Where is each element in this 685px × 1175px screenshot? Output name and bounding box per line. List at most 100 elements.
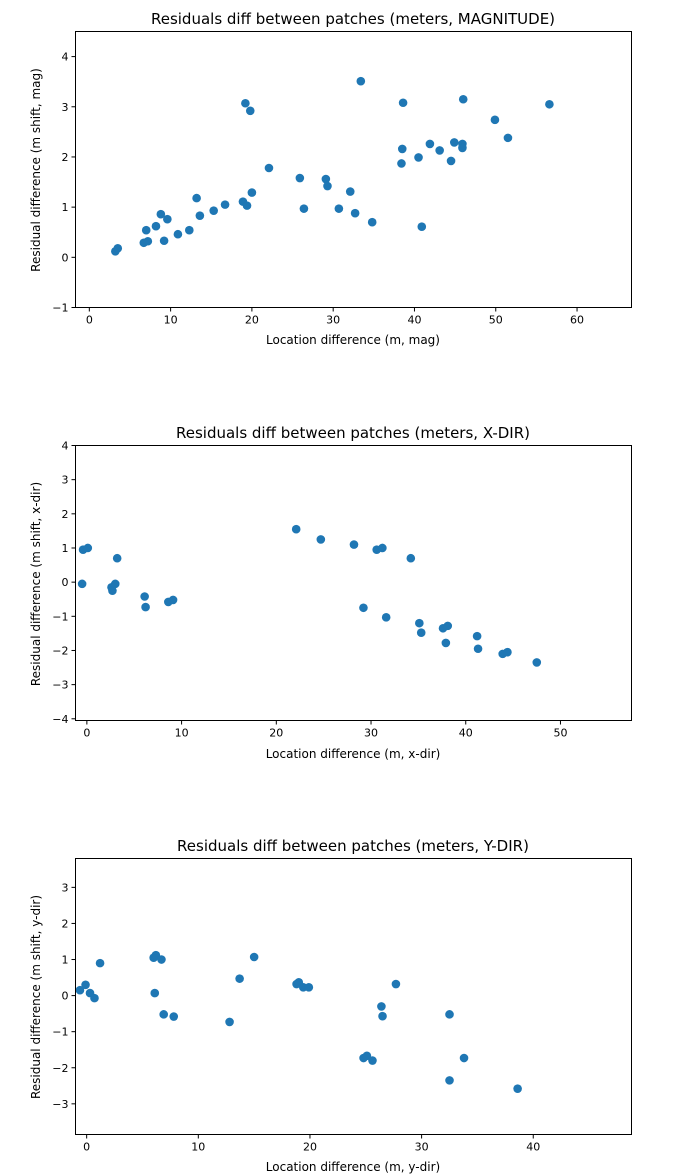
data-point	[157, 955, 166, 964]
chart-y-dir: Residuals diff between patches (meters, …	[29, 837, 632, 1174]
data-point	[513, 1084, 522, 1093]
x-tick-label: 20	[269, 727, 283, 740]
y-tick-label: 0	[62, 251, 69, 264]
data-point	[159, 1010, 169, 1019]
data-point	[112, 553, 122, 563]
x-tick-label: 30	[415, 1141, 429, 1154]
axis-ticks: 0 10 20 30 40 50 −4 −3 −2 −1 0 1 2 3 4	[52, 440, 567, 740]
y-tick-label: −2	[52, 1062, 68, 1075]
data-point	[458, 143, 467, 153]
data-point	[81, 980, 90, 990]
data-point	[446, 156, 456, 166]
data-point	[304, 983, 314, 992]
data-point	[417, 222, 427, 232]
data-point	[247, 188, 257, 197]
x-tick-label: 0	[86, 314, 93, 327]
data-point	[545, 99, 554, 109]
x-axis-label: Location difference (m, mag)	[266, 333, 440, 347]
data-point	[368, 1056, 377, 1065]
data-point	[141, 602, 150, 612]
data-point	[173, 229, 183, 239]
data-point	[245, 106, 255, 116]
axis-ticks: 0 10 20 30 40 −3 −2 −1 0 1 2 3	[52, 881, 540, 1153]
data-point	[406, 553, 416, 563]
y-tick-label: 3	[62, 474, 69, 487]
data-point	[316, 535, 326, 544]
x-tick-label: 30	[364, 727, 378, 740]
data-point	[321, 174, 331, 184]
data-point	[195, 211, 205, 220]
y-tick-label: 4	[62, 440, 69, 453]
x-tick-label: 40	[459, 727, 473, 740]
data-points	[75, 950, 522, 1093]
y-axis-label: Residual difference (m shift, x-dir)	[29, 482, 43, 686]
y-tick-label: 0	[62, 990, 69, 1003]
y-tick-label: 3	[62, 881, 69, 894]
x-axis-label: Location difference (m, y-dir)	[266, 1160, 440, 1174]
y-tick-label: 2	[62, 508, 69, 521]
x-tick-label: 40	[526, 1141, 540, 1154]
data-point	[443, 621, 453, 631]
y-axis-label: Residual difference (m shift, y-dir)	[29, 895, 43, 1099]
plot-frame	[75, 31, 632, 308]
data-point	[159, 236, 169, 246]
x-tick-label: 20	[303, 1141, 317, 1154]
data-point	[323, 181, 332, 191]
data-point	[151, 221, 161, 231]
x-tick-label: 50	[553, 727, 567, 740]
y-tick-label: −2	[52, 644, 68, 657]
data-point	[141, 225, 151, 235]
data-point	[415, 618, 424, 628]
data-point	[295, 173, 305, 183]
x-tick-label: 60	[570, 314, 584, 327]
y-tick-label: 1	[62, 201, 69, 214]
x-tick-label: 50	[489, 314, 503, 327]
chart-x-dir: Residuals diff between patches (meters, …	[29, 424, 632, 761]
x-tick-label: 0	[83, 1141, 90, 1154]
data-point	[377, 1002, 386, 1011]
chart-title: Residuals diff between patches (meters, …	[151, 10, 555, 28]
x-tick-label: 0	[83, 727, 90, 740]
data-point	[425, 139, 435, 149]
data-point	[241, 98, 250, 108]
data-point	[77, 579, 87, 589]
data-point	[242, 201, 252, 210]
data-point	[414, 153, 423, 162]
x-tick-label: 20	[245, 314, 259, 327]
data-point	[291, 524, 301, 534]
data-points	[111, 76, 554, 256]
chart-magnitude: Residuals diff between patches (meters, …	[29, 10, 632, 347]
data-point	[445, 1076, 454, 1085]
data-points	[77, 524, 542, 667]
y-tick-label: 2	[62, 151, 69, 164]
data-point	[143, 236, 153, 246]
data-point	[459, 1053, 469, 1063]
data-point	[264, 163, 274, 173]
data-point	[249, 952, 259, 962]
y-axis-label: Residual difference (m shift, mag)	[29, 68, 43, 272]
data-point	[192, 193, 201, 203]
data-point	[140, 592, 149, 601]
data-point	[349, 540, 359, 549]
data-point	[345, 187, 355, 196]
chart-title: Residuals diff between patches (meters, …	[176, 424, 530, 442]
x-tick-label: 10	[164, 314, 178, 327]
y-tick-label: −4	[52, 713, 68, 726]
data-point	[449, 138, 459, 147]
y-tick-label: 0	[62, 576, 69, 589]
data-point	[532, 658, 542, 667]
x-tick-label: 40	[407, 314, 421, 327]
data-point	[435, 146, 444, 155]
data-point	[397, 144, 407, 154]
data-point	[220, 200, 230, 209]
data-point	[490, 115, 500, 125]
data-point	[416, 628, 426, 638]
data-point	[445, 1010, 454, 1019]
plot-frame	[75, 445, 632, 721]
data-point	[378, 543, 387, 553]
data-point	[367, 217, 377, 227]
data-point	[108, 586, 117, 595]
data-point	[185, 225, 194, 235]
y-tick-label: 3	[62, 101, 69, 114]
